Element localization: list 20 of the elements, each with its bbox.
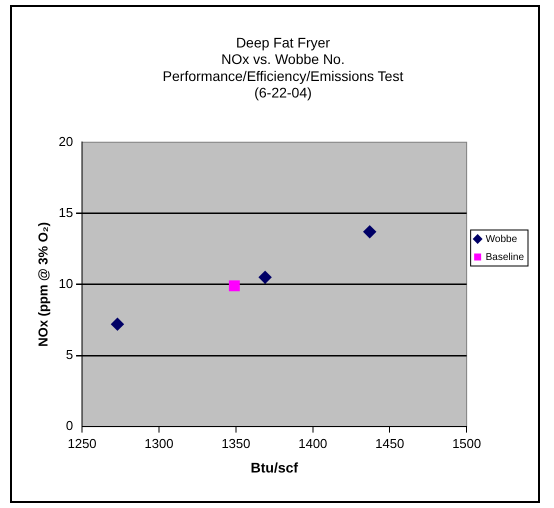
legend-label: Baseline	[486, 252, 524, 263]
x-tick-label: 1450	[375, 436, 404, 451]
legend-label: Wobbe	[486, 234, 518, 245]
y-tick-label: 15	[58, 204, 74, 220]
point	[110, 318, 124, 331]
y-axis-title: NOx (ppm @ 3% O₂)	[35, 222, 50, 347]
point	[228, 280, 240, 292]
x-tick-label: 1300	[144, 436, 174, 451]
point	[363, 225, 376, 238]
point	[258, 270, 272, 284]
x-tick-label: 1400	[298, 436, 328, 451]
x-tick-label: 1250	[68, 436, 97, 451]
chart-title: Deep Fat Fryer NOx vs. Wobbe No. Performance/Efficiency/Emissions Test (6-22-04)	[162, 34, 404, 101]
y-tick-label: 10	[58, 276, 74, 291]
x-tick-label: 1500	[452, 436, 482, 451]
x-axis-title: Btu/scf	[250, 459, 298, 476]
y-tick-label: 5	[66, 347, 74, 362]
x-tick-label: 1350	[221, 436, 250, 451]
y-tick-label: 20	[58, 134, 74, 149]
y-tick-label: 0	[66, 418, 74, 434]
